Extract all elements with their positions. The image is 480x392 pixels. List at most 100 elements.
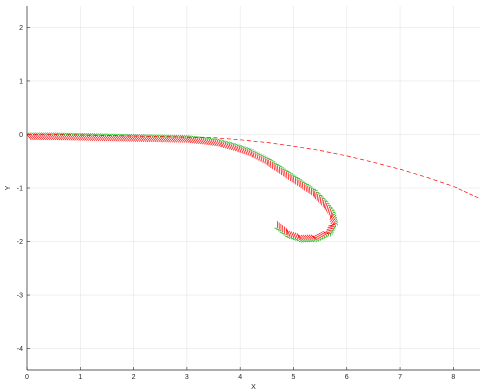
pose-y-axis — [302, 240, 306, 243]
pose-x-axis — [133, 135, 139, 142]
pose-y-axis — [45, 132, 49, 135]
pose-x-axis — [63, 134, 69, 141]
pose-x-axis — [220, 141, 224, 148]
pose-x-axis — [284, 170, 286, 178]
pose-x-axis — [321, 198, 323, 206]
pose-y-axis — [145, 134, 149, 137]
pose-x-axis — [322, 199, 325, 207]
pose-x-axis — [28, 134, 34, 141]
pose-x-axis — [433, 179, 438, 182]
y-tick-label: 2 — [19, 25, 23, 32]
pose-y-axis — [166, 134, 169, 138]
pose-x-axis — [280, 144, 285, 146]
pose-x-axis — [393, 167, 398, 169]
pose-y-axis — [234, 143, 238, 146]
pose-y-axis — [290, 237, 294, 240]
pose-x-axis — [114, 135, 120, 142]
pose-y-axis — [254, 151, 258, 153]
pose-y-axis — [92, 133, 96, 136]
pose-x-axis — [125, 135, 130, 142]
pose-x-axis — [147, 136, 153, 143]
pose-y-axis — [65, 132, 69, 135]
pose-y-axis — [252, 150, 256, 152]
pose-x-axis — [294, 232, 298, 240]
pose-x-axis — [238, 146, 242, 154]
pose-x-axis — [102, 135, 108, 142]
pose-x-axis — [286, 229, 289, 237]
pose-y-axis — [334, 216, 338, 219]
pose-x-axis — [214, 140, 219, 147]
pose-y-axis — [208, 137, 212, 140]
pose-y-axis — [258, 153, 262, 155]
pose-y-axis — [232, 143, 236, 145]
pose-x-axis — [116, 135, 122, 142]
pose-y-axis — [260, 154, 264, 156]
pose-y-axis — [238, 145, 242, 147]
pose-y-axis — [39, 132, 42, 135]
pose-y-axis — [57, 132, 61, 135]
pose-x-axis — [340, 154, 345, 156]
pose-x-axis — [222, 141, 226, 149]
pose-x-axis — [121, 135, 126, 142]
trajectory-0 — [26, 132, 339, 243]
pose-x-axis — [264, 157, 267, 165]
pose-x-axis — [271, 162, 274, 170]
pose-x-axis — [240, 147, 244, 154]
pose-y-axis — [214, 138, 218, 141]
pose-y-axis — [164, 134, 167, 137]
pose-x-axis — [135, 135, 141, 142]
pose-y-axis — [125, 133, 128, 137]
pose-x-axis — [228, 143, 232, 151]
pose-x-axis — [100, 135, 106, 142]
pose-x-axis — [110, 135, 116, 142]
pose-x-axis — [303, 183, 306, 191]
pose-x-axis — [82, 134, 87, 141]
pose-x-axis — [260, 155, 263, 163]
pose-x-axis — [39, 134, 44, 141]
pose-y-axis — [190, 135, 194, 138]
pose-y-axis — [110, 133, 114, 136]
pose-x-axis — [246, 149, 250, 156]
pose-x-axis — [127, 135, 132, 142]
y-tick-label: 1 — [19, 78, 23, 85]
pose-y-axis — [222, 140, 226, 143]
pose-x-axis — [254, 152, 257, 160]
pose-x-axis — [323, 201, 326, 209]
pose-x-axis — [297, 234, 302, 241]
pose-x-axis — [67, 134, 73, 141]
pose-x-axis — [118, 135, 124, 142]
pose-y-axis — [333, 226, 336, 230]
pose-x-axis — [300, 181, 302, 189]
pose-x-axis — [326, 227, 334, 230]
pose-y-axis — [312, 239, 316, 243]
pose-y-axis — [228, 142, 232, 144]
pose-x-axis — [294, 177, 297, 185]
pose-y-axis — [262, 155, 266, 157]
pose-x-axis — [204, 138, 209, 146]
pose-x-axis — [184, 136, 190, 143]
pose-y-axis — [321, 237, 324, 241]
pose-y-axis — [326, 202, 330, 205]
pose-x-axis — [270, 160, 272, 168]
pose-x-axis — [196, 137, 201, 145]
pose-x-axis — [129, 135, 135, 142]
pose-x-axis — [57, 134, 63, 141]
pose-x-axis — [326, 151, 331, 153]
pose-x-axis — [386, 165, 391, 168]
pose-x-axis — [309, 187, 311, 195]
pose-x-axis — [277, 165, 279, 173]
pose-x-axis — [329, 216, 335, 223]
pose-y-axis — [206, 137, 210, 140]
pose-x-axis — [318, 232, 326, 237]
pose-x-axis — [59, 134, 65, 141]
pose-x-axis — [71, 134, 77, 141]
pose-x-axis — [198, 138, 203, 145]
pose-y-axis — [287, 236, 291, 239]
pose-x-axis — [474, 195, 479, 199]
axes-layer: 0 1 2 3 4 5 6 7 8 2 1 0 -1 -2 -3 -4 — [17, 6, 480, 381]
pose-x-axis — [106, 135, 112, 142]
pose-x-axis — [446, 183, 451, 186]
pose-y-axis — [98, 133, 102, 136]
x-tick-label: 7 — [398, 374, 402, 381]
pose-x-axis — [463, 191, 468, 194]
